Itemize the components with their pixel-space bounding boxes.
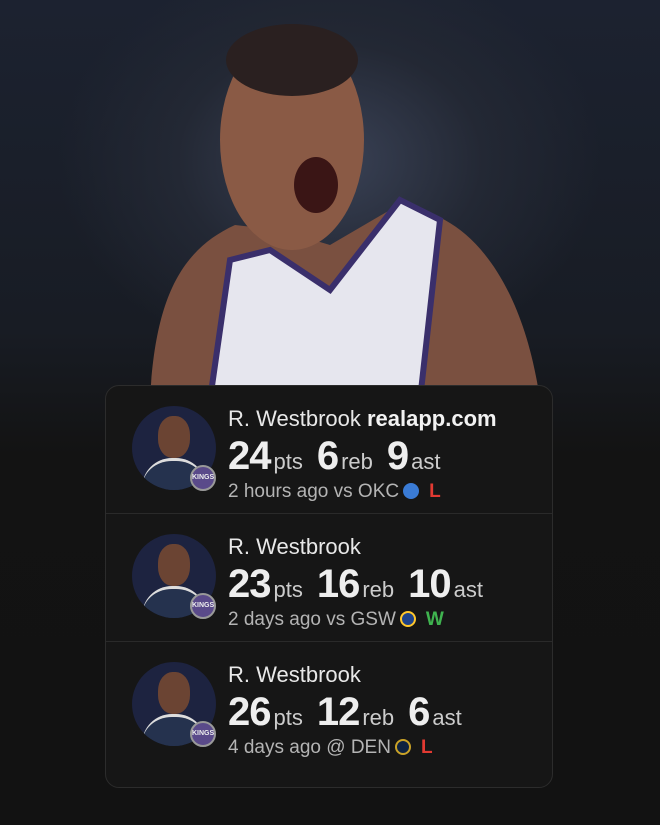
points-unit: pts — [273, 705, 303, 730]
gsw-logo-icon — [399, 611, 416, 627]
opponent: DEN — [350, 737, 391, 758]
assists: 6 — [408, 690, 430, 734]
rebounds-unit: reb — [362, 705, 395, 730]
recent-games-card: KINGS R. Westbrook realapp.com 24 pts 6 reb… — [105, 385, 553, 788]
assists: 9 — [386, 434, 409, 478]
assists-unit: ast — [453, 577, 484, 602]
game-time: 2 hours ago — [228, 481, 329, 502]
game-row: KINGS R. Westbrook realapp.com 24 pts 6 reb… — [106, 386, 552, 514]
den-logo-icon — [394, 739, 411, 755]
kings-logo-icon: KINGS — [190, 721, 216, 747]
kings-logo-icon: KINGS — [190, 465, 216, 491]
opponent: GSW — [350, 609, 396, 630]
watermark: realapp.com — [366, 406, 497, 431]
player-name: R. Westbrook — [228, 662, 361, 687]
kings-logo-icon: KINGS — [190, 593, 216, 619]
rebounds: 6 — [316, 434, 339, 478]
assists-unit: ast — [432, 705, 462, 730]
points-unit: pts — [273, 449, 303, 474]
game-time: 4 days ago — [228, 737, 321, 758]
game-time: 2 days ago — [228, 609, 321, 630]
player-name: R. Westbrook — [228, 406, 361, 431]
venue: @ — [326, 737, 346, 758]
player-photo — [150, 24, 540, 400]
game-result: L — [429, 481, 441, 502]
points-unit: pts — [273, 577, 303, 602]
assists-unit: ast — [411, 449, 441, 474]
rebounds: 12 — [316, 690, 360, 734]
venue: vs — [326, 609, 346, 630]
player-name: R. Westbrook — [228, 534, 361, 559]
rebounds-unit: reb — [362, 577, 395, 602]
venue: vs — [333, 481, 353, 502]
rebounds-unit: reb — [341, 449, 373, 474]
okc-logo-icon — [403, 483, 420, 499]
points: 26 — [228, 690, 271, 734]
game-row: KINGS R. Westbrook 26 pts 12 reb 6 ast 4 days… — [106, 642, 552, 770]
game-result: W — [425, 609, 444, 630]
game-result: L — [420, 737, 433, 758]
game-row: KINGS R. Westbrook 23 pts 16 reb 10 ast 2 day… — [106, 514, 552, 642]
rebounds: 16 — [316, 562, 360, 606]
points: 23 — [228, 562, 271, 606]
assists: 10 — [408, 562, 451, 606]
points: 24 — [228, 434, 271, 478]
opponent: OKC — [357, 481, 400, 502]
